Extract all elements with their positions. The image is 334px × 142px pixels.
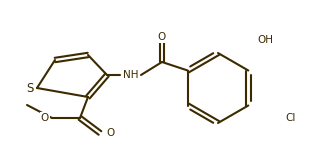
Text: O: O (106, 128, 114, 138)
Text: O: O (41, 113, 49, 123)
Text: Cl: Cl (285, 113, 295, 123)
Text: NH: NH (123, 70, 139, 80)
Text: OH: OH (257, 35, 273, 45)
Text: O: O (158, 32, 166, 42)
Text: S: S (26, 82, 34, 94)
